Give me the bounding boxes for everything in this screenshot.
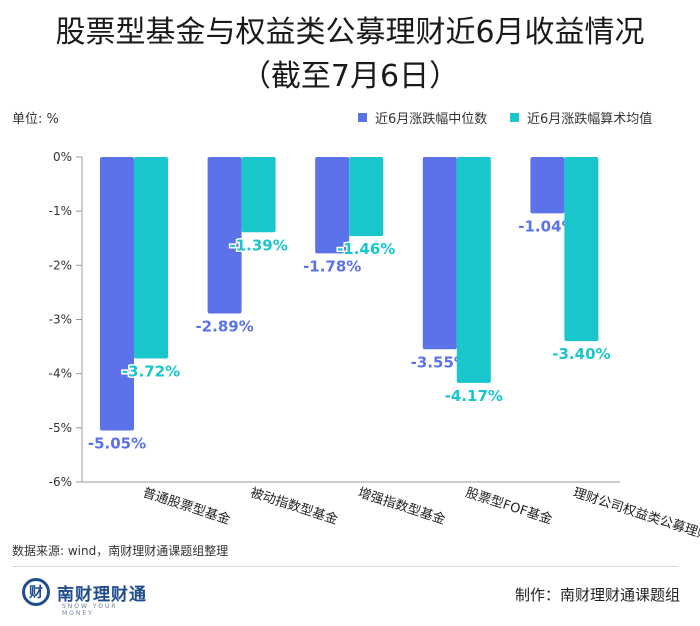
legend-label-mean: 近6月涨跌幅算术均值 <box>527 112 653 127</box>
chart-title-line2: （截至7月6日） <box>240 59 460 94</box>
bar-chart: 0% -1% -2% -3% -4% -5% -6% -5.05% -3.72% 普通股票型基金 -… <box>49 150 700 540</box>
footer-divider <box>12 566 678 567</box>
brand-coin-icon: 财 <box>22 578 50 606</box>
y-tick-label: 0% <box>53 150 72 164</box>
legend-swatch-mean <box>510 113 519 122</box>
bar-median <box>530 157 565 214</box>
bar-median <box>315 157 350 254</box>
bar-median <box>100 157 134 431</box>
legend-item-median: 近6月涨跌幅中位数 <box>358 108 487 127</box>
data-source: 数据来源: wind，南财理财通课题组整理 <box>12 544 229 558</box>
data-label: -3.55% <box>411 353 469 371</box>
legend-swatch-median <box>358 113 367 122</box>
x-category-label: 理财公司权益类公募理财 <box>571 485 700 540</box>
bar-median <box>207 157 242 314</box>
bar-mean <box>134 157 168 359</box>
x-category-label: 增强指数型基金 <box>356 485 448 528</box>
brand-name: 南财理财通 <box>57 584 147 605</box>
data-label: -1.78% <box>303 257 361 275</box>
brand-tagline: SNOW YOUR MONEY <box>62 603 118 617</box>
data-label: -1.39% <box>229 236 287 254</box>
data-label: -1.46% <box>337 240 395 258</box>
legend-item-mean: 近6月涨跌幅算术均值 <box>510 108 652 127</box>
bar-median <box>422 157 457 350</box>
x-category-label: 股票型FOF基金 <box>464 485 555 528</box>
y-tick-label: -1% <box>49 204 72 218</box>
legend-label-median: 近6月涨跌幅中位数 <box>375 112 488 127</box>
y-tick-label: -5% <box>49 421 72 435</box>
x-category-label: 普通股票型基金 <box>141 485 233 528</box>
unit-label: 单位: % <box>12 112 59 127</box>
credit: 制作：南财理财通课题组 <box>514 586 680 604</box>
bar-mean <box>456 157 491 383</box>
data-label: -2.89% <box>195 318 253 336</box>
bar-mean <box>349 157 384 237</box>
y-tick-label: -6% <box>49 475 72 489</box>
chart-title-line1: 股票型基金与权益类公募理财近6月收益情况 <box>55 15 645 50</box>
x-category-label: 被动指数型基金 <box>248 485 340 528</box>
bar-mean <box>564 157 599 342</box>
brand-logo: 财 南财理财通 SNOW YOUR MONEY <box>22 578 147 617</box>
data-label: -3.40% <box>552 345 610 363</box>
data-label: -3.72% <box>122 363 180 381</box>
y-tick-label: -2% <box>49 258 72 272</box>
data-label: -1.04% <box>518 217 576 235</box>
bar-mean <box>241 157 276 233</box>
y-tick-label: -4% <box>49 367 72 381</box>
data-label: -5.05% <box>88 435 146 453</box>
data-label: -4.17% <box>445 387 503 405</box>
y-tick-label: -3% <box>49 313 72 327</box>
